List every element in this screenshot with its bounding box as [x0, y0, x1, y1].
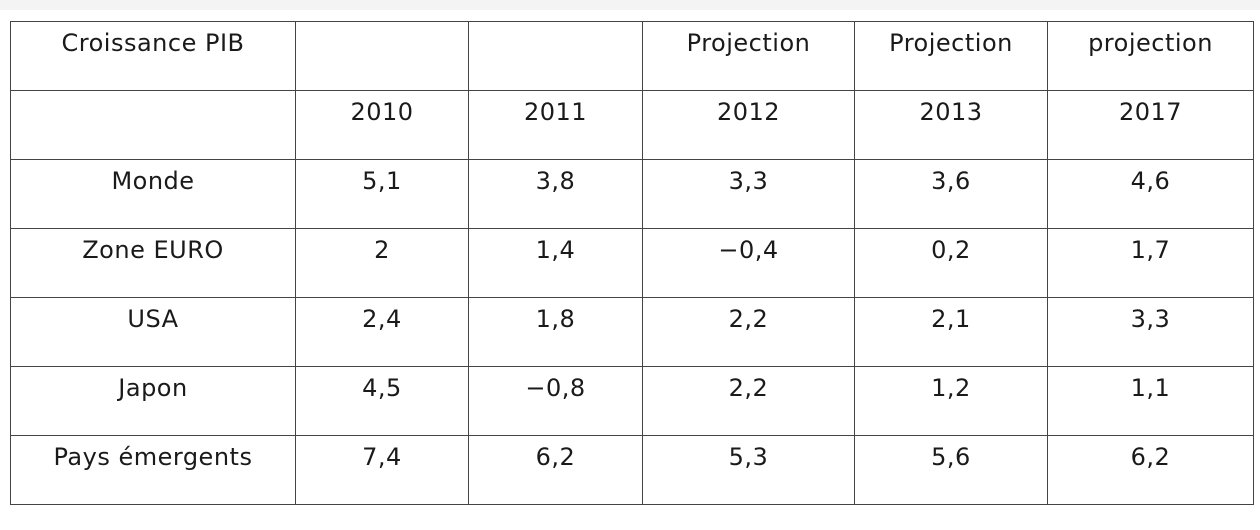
region-label: Pays émergents [10, 435, 296, 505]
table-row: Monde 5,1 3,8 3,3 3,6 4,6 [10, 159, 1254, 229]
value-cell: 4,5 [295, 366, 469, 436]
value-cell: 2,2 [642, 297, 855, 367]
region-label: Monde [10, 159, 296, 229]
region-label: Zone EURO [10, 228, 296, 298]
table-header-cell [468, 21, 643, 91]
value-cell: 3,8 [468, 159, 643, 229]
value-cell: 2,4 [295, 297, 469, 367]
value-cell: 2,2 [642, 366, 855, 436]
table-header-cell: Croissance PIB [10, 21, 296, 91]
value-cell: 5,1 [295, 159, 469, 229]
value-cell: −0,8 [468, 366, 643, 436]
value-cell: −0,4 [642, 228, 855, 298]
table-header-cell [10, 90, 296, 160]
table-header-cell: Projection [854, 21, 1048, 91]
table-row: Zone EURO 2 1,4 −0,4 0,2 1,7 [10, 228, 1254, 298]
table-row: USA 2,4 1,8 2,2 2,1 3,3 [10, 297, 1254, 367]
value-cell: 1,2 [854, 366, 1048, 436]
year-cell: 2017 [1047, 90, 1254, 160]
value-cell: 7,4 [295, 435, 469, 505]
value-cell: 2 [295, 228, 469, 298]
value-cell: 4,6 [1047, 159, 1254, 229]
value-cell: 6,2 [468, 435, 643, 505]
table-row: Japon 4,5 −0,8 2,2 1,2 1,1 [10, 366, 1254, 436]
table-header-cell: projection [1047, 21, 1254, 91]
document-page: Croissance PIB Projection Projection pro… [0, 10, 1260, 530]
region-label: USA [10, 297, 296, 367]
value-cell: 5,6 [854, 435, 1048, 505]
value-cell: 6,2 [1047, 435, 1254, 505]
table-header-cell: Projection [642, 21, 855, 91]
table-header-cell [295, 21, 469, 91]
year-cell: 2011 [468, 90, 643, 160]
value-cell: 3,6 [854, 159, 1048, 229]
value-cell: 3,3 [642, 159, 855, 229]
region-label: Japon [10, 366, 296, 436]
value-cell: 1,1 [1047, 366, 1254, 436]
table-header-row: Croissance PIB Projection Projection pro… [10, 21, 1254, 91]
value-cell: 1,8 [468, 297, 643, 367]
year-cell: 2012 [642, 90, 855, 160]
year-cell: 2010 [295, 90, 469, 160]
value-cell: 5,3 [642, 435, 855, 505]
year-cell: 2013 [854, 90, 1048, 160]
value-cell: 1,4 [468, 228, 643, 298]
value-cell: 3,3 [1047, 297, 1254, 367]
table-row: Pays émergents 7,4 6,2 5,3 5,6 6,2 [10, 435, 1254, 505]
gdp-growth-table: Croissance PIB Projection Projection pro… [10, 21, 1254, 505]
table-year-row: 2010 2011 2012 2013 2017 [10, 90, 1254, 160]
value-cell: 1,7 [1047, 228, 1254, 298]
value-cell: 0,2 [854, 228, 1048, 298]
value-cell: 2,1 [854, 297, 1048, 367]
